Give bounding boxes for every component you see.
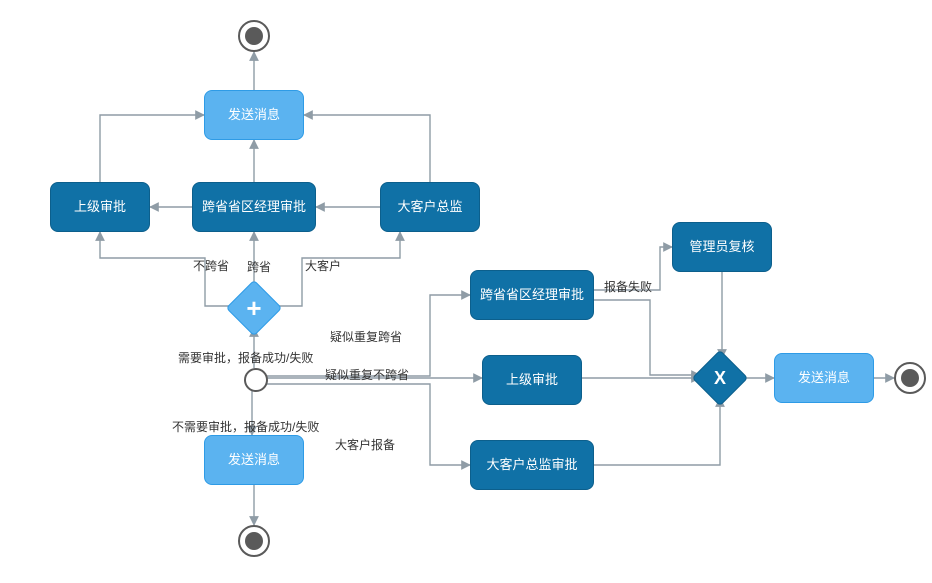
edge-label: 需要审批，报备成功/失败 (178, 349, 313, 366)
task-superior_mid[interactable]: 上级审批 (482, 355, 582, 405)
edge-label: 大客户 (305, 257, 341, 274)
task-big_cust_dir[interactable]: 大客户总监 (380, 182, 480, 232)
task-label: 发送消息 (228, 452, 280, 469)
task-send_top[interactable]: 发送消息 (204, 90, 304, 140)
task-big_cust_appr[interactable]: 大客户总监审批 (470, 440, 594, 490)
edges-layer (0, 0, 932, 583)
task-label: 管理员复核 (689, 239, 754, 256)
task-label: 上级审批 (74, 199, 126, 216)
flowchart-canvas: 发送消息上级审批跨省省区经理审批大客户总监+发送消息跨省省区经理审批上级审批大客… (0, 0, 932, 583)
end-inner-icon (245, 27, 263, 45)
end-inner-icon (901, 369, 919, 387)
edge-big_cust_dir-to-send_top (304, 115, 430, 182)
task-label: 跨省省区经理审批 (480, 287, 584, 304)
gateway-gw_exclusive[interactable]: X (700, 358, 740, 398)
task-label: 大客户总监审批 (486, 457, 577, 474)
task-send_bottom[interactable]: 发送消息 (204, 435, 304, 485)
edge-label: 不跨省 (193, 257, 229, 274)
task-send_right[interactable]: 发送消息 (774, 353, 874, 403)
end-event-end_top[interactable] (238, 20, 270, 52)
edge-label: 跨省 (247, 258, 271, 275)
edge-gw_parallel-to-superior_left (100, 232, 236, 306)
task-admin_review[interactable]: 管理员复核 (672, 222, 772, 272)
edge-label: 大客户报备 (335, 436, 395, 453)
task-cross_mgr_mid[interactable]: 跨省省区经理审批 (470, 270, 594, 320)
task-cross_mgr_top[interactable]: 跨省省区经理审批 (192, 182, 316, 232)
edge-start-to-cross_mgr_mid (264, 295, 470, 376)
end-inner-icon (245, 532, 263, 550)
edge-label: 疑似重复不跨省 (325, 366, 409, 383)
end-event-end_right[interactable] (894, 362, 926, 394)
task-superior_left[interactable]: 上级审批 (50, 182, 150, 232)
edge-superior_left-to-send_top (100, 115, 204, 182)
start-event[interactable] (244, 368, 268, 392)
task-label: 发送消息 (798, 370, 850, 387)
task-label: 发送消息 (228, 107, 280, 124)
edge-label: 疑似重复跨省 (330, 328, 402, 345)
edge-gw_parallel-to-big_cust_dir (272, 232, 400, 306)
edge-label: 报备失败 (604, 278, 652, 295)
edge-big_cust_appr-to-gw_exclusive (594, 398, 720, 465)
edge-cross_mgr_mid-to-admin_review (594, 247, 672, 290)
task-label: 跨省省区经理审批 (202, 199, 306, 216)
gateway-gw_parallel[interactable]: + (234, 288, 274, 328)
edge-label: 不需要审批，报备成功/失败 (172, 418, 319, 435)
edge-cross_mgr_mid-to-gw_exclusive (594, 300, 700, 375)
task-label: 大客户总监 (397, 199, 462, 216)
task-label: 上级审批 (506, 372, 558, 389)
end-event-end_bottom[interactable] (238, 525, 270, 557)
